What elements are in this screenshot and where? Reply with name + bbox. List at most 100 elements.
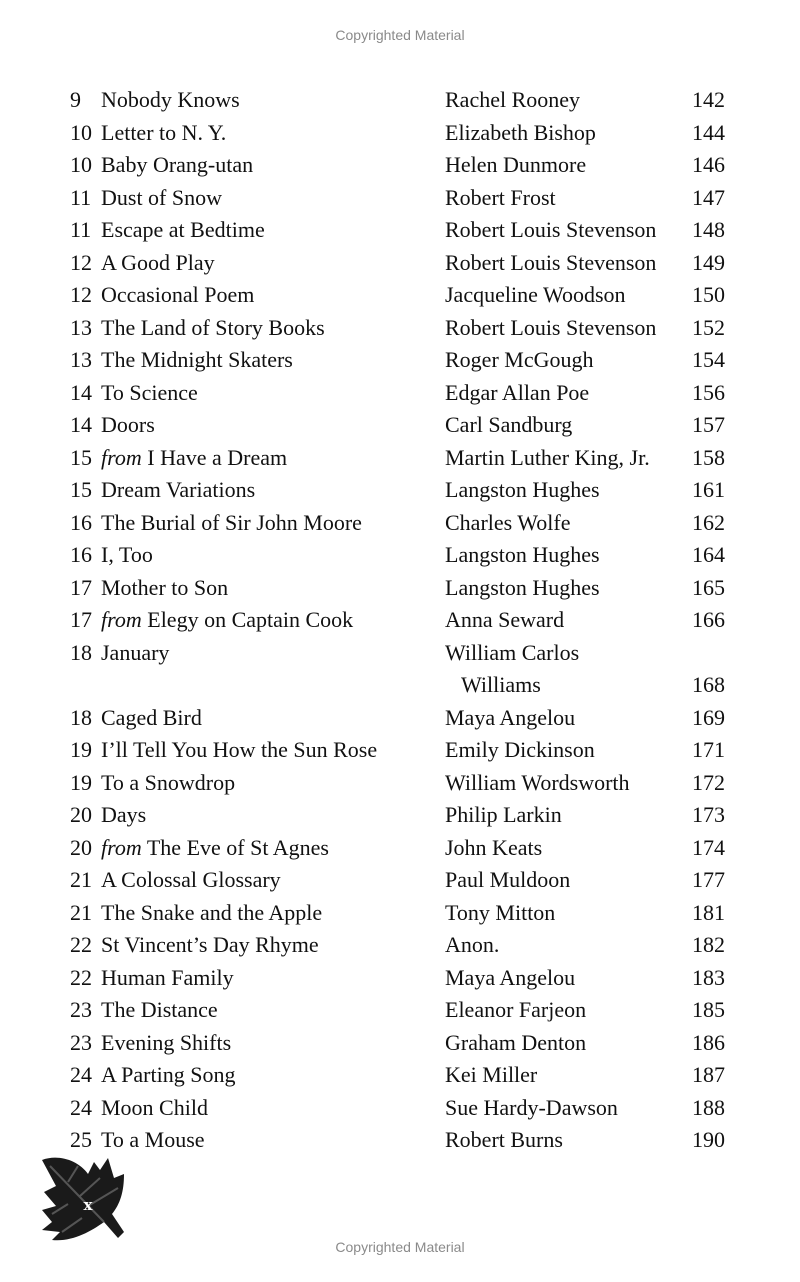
entry-title-prefix: from [101, 834, 142, 860]
entry-title-text: January [101, 639, 170, 665]
entry-title: The Burial of Sir John Moore [101, 507, 362, 540]
toc-entry: 17 Mother to Son Langston Hughes 165 [0, 572, 800, 605]
entry-page: 154 [692, 347, 725, 372]
toc-entry: 10 Baby Orang-utan Helen Dunmore 146 [0, 149, 800, 182]
entry-page: 186 [692, 1029, 725, 1055]
entry-number: 10 [70, 119, 92, 145]
entry-author: John Keats [445, 834, 543, 860]
toc-entry: 11 Escape at Bedtime Robert Louis Stevenso… [0, 214, 800, 247]
leaf-icon: x [42, 1157, 124, 1241]
entry-author: Rachel Rooney [445, 87, 581, 112]
entry-title-text: Mother to Son [101, 574, 229, 600]
entry-page: 149 [692, 249, 725, 275]
entry-number: 14 [70, 412, 92, 437]
entry-title: Days [101, 799, 146, 832]
toc-entry: 12 A Good Play Robert Louis Stevenson 149 [0, 247, 800, 280]
entry-page: 158 [692, 444, 725, 470]
entry-author: Sue Hardy-Dawson [445, 1094, 618, 1120]
entry-title: Caged Bird [101, 702, 202, 735]
entry-author: Eleanor Farjeon [445, 997, 587, 1022]
toc-entry: 18 January William Carlos [0, 637, 800, 670]
entry-title-text: I’ll Tell You How the Sun Rose [101, 737, 378, 762]
entry-title: January [101, 637, 169, 670]
entry-author: Martin Luther King, Jr. [445, 444, 650, 470]
entry-author: Anna Seward [445, 607, 565, 632]
entry-title: Dust of Snow [101, 182, 222, 215]
entry-title: Doors [101, 409, 155, 442]
entry-title-text: To a Mouse [101, 1127, 205, 1152]
toc-entry: 20 Days Philip Larkin 173 [0, 799, 800, 832]
entry-author: Paul Muldoon [445, 867, 571, 892]
entry-author: Carl Sandburg [445, 412, 573, 437]
entry-title-text: A Good Play [101, 249, 215, 275]
toc-entry: 15 Dream Variations Langston Hughes 161 [0, 474, 800, 507]
entry-title: Evening Shifts [101, 1027, 231, 1060]
entry-title-text: Occasional Poem [101, 282, 255, 307]
entry-author: William Carlos [445, 639, 580, 665]
entry-author: Robert Louis Stevenson [445, 217, 657, 242]
entry-author: Graham Denton [445, 1029, 587, 1055]
entry-title-text: Dream Variations [101, 477, 256, 502]
entry-page: 147 [692, 184, 725, 210]
entry-title-text: The Eve of St Agnes [146, 834, 329, 860]
entry-page: 171 [692, 737, 725, 762]
toc-entry: 14 To Science Edgar Allan Poe 156 [0, 377, 800, 410]
entry-title: A Parting Song [101, 1059, 235, 1092]
entry-page: 183 [692, 964, 725, 990]
entry-title-prefix: from [101, 444, 142, 470]
entry-title: from The Eve of St Agnes [101, 832, 329, 865]
entry-title: A Good Play [101, 247, 215, 280]
entry-number: 20 [70, 834, 92, 860]
entry-title: I, Too [101, 539, 153, 572]
entry-title: To a Snowdrop [101, 767, 235, 800]
entry-title-text: Doors [101, 412, 155, 437]
toc-entry: 17 from Elegy on Captain Cook Anna Seward 1… [0, 604, 800, 637]
entry-title: Moon Child [101, 1092, 208, 1125]
entry-page: 174 [692, 834, 725, 860]
entry-page: 164 [692, 542, 725, 567]
entry-title-text: A Colossal Glossary [101, 867, 281, 892]
entry-title-text: Nobody Knows [101, 87, 240, 112]
toc-entry: 18 Caged Bird Maya Angelou 169 [0, 702, 800, 735]
toc-entry: 15 from I Have a Dream Martin Luther King,… [0, 442, 800, 475]
entry-page: 187 [692, 1062, 725, 1087]
toc-entry: 16 I, Too Langston Hughes 164 [0, 539, 800, 572]
entry-title: Dream Variations [101, 474, 255, 507]
entry-title: The Midnight Skaters [101, 344, 293, 377]
entry-title-text: The Distance [101, 997, 218, 1022]
entry-title: A Colossal Glossary [101, 864, 281, 897]
entry-title-text: The Land of Story Books [101, 314, 325, 340]
entry-title-text: I, Too [101, 542, 153, 567]
entry-number: 10 [70, 152, 92, 177]
entry-page: 181 [692, 899, 725, 925]
entry-author: Anon. [445, 932, 500, 957]
toc-entry: 23 The Distance Eleanor Farjeon 185 [0, 994, 800, 1027]
entry-author: Jacqueline Woodson [445, 282, 626, 307]
entry-number: 11 [70, 184, 92, 210]
toc-entry: 20 from The Eve of St Agnes John Keats 174 [0, 832, 800, 865]
entry-title-prefix: from [101, 607, 142, 632]
entry-title-text: St Vincent’s Day Rhyme [101, 932, 319, 957]
copyright-watermark-top: Copyrighted Material [335, 27, 465, 43]
toc-entry: 13 The Land of Story Books Robert Louis St… [0, 312, 800, 345]
entry-author: Elizabeth Bishop [445, 119, 596, 145]
entry-number: 24 [70, 1094, 92, 1120]
entry-title: To Science [101, 377, 198, 410]
entry-title-text: The Midnight Skaters [101, 347, 293, 372]
entry-number: 25 [70, 1127, 92, 1152]
toc-entry: 21 A Colossal Glossary Paul Muldoon 177 [0, 864, 800, 897]
entry-page: 177 [692, 867, 725, 892]
entry-number: 12 [70, 282, 92, 307]
entry-page: 148 [692, 217, 725, 242]
entry-page: 156 [692, 379, 725, 405]
entry-page: 185 [692, 997, 725, 1022]
entry-author: Robert Louis Stevenson [445, 249, 657, 275]
toc-entry: 24 Moon Child Sue Hardy-Dawson 188 [0, 1092, 800, 1125]
toc-entry: 14 Doors Carl Sandburg 157 [0, 409, 800, 442]
entry-page: 172 [692, 769, 725, 795]
entry-number: 22 [70, 932, 92, 957]
entry-number: 21 [70, 867, 92, 892]
entry-author: Charles Wolfe [445, 509, 571, 535]
entry-number: 17 [70, 574, 92, 600]
entry-author: Robert Louis Stevenson [445, 314, 657, 340]
